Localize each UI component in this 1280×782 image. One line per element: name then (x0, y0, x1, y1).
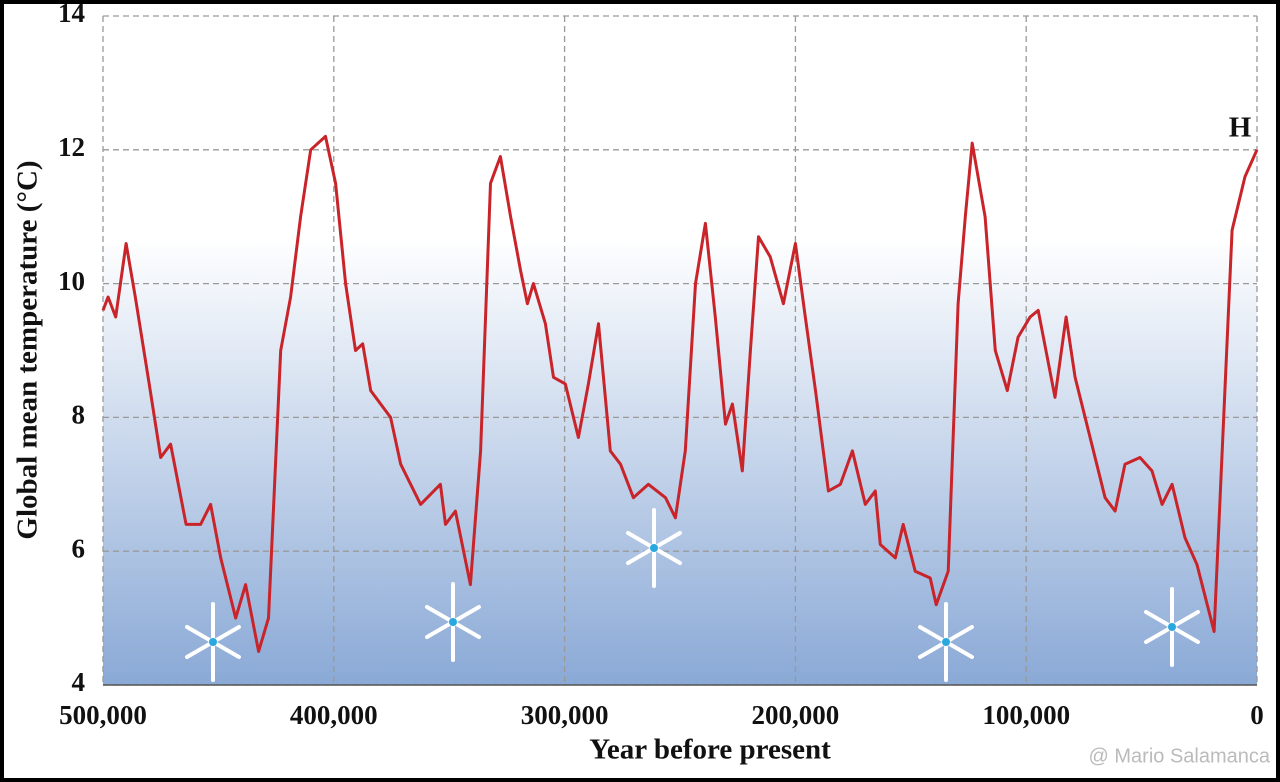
y-tick-label: 8 (72, 400, 86, 430)
x-tick-label: 400,000 (290, 700, 378, 730)
grid (102, 15, 1258, 686)
annotation: H (1229, 112, 1252, 144)
star-center (650, 544, 658, 552)
temperature-line (101, 134, 1259, 653)
star-center (1168, 623, 1176, 631)
y-tick-label: 6 (72, 533, 86, 563)
x-tick-label: 100,000 (982, 700, 1070, 730)
star-center (942, 638, 950, 646)
star-center (449, 618, 457, 626)
plot-area (103, 16, 1257, 685)
y-axis-title: Global mean temperature (°C) (12, 160, 44, 539)
x-tick-label: 500,000 (59, 700, 147, 730)
x-axis-title: Year before present (589, 734, 831, 766)
x-tick-label: 0 (1250, 700, 1264, 730)
watermark: @ Mario Salamanca (1089, 745, 1271, 767)
x-tick-label: 200,000 (752, 700, 840, 730)
y-tick-label: 12 (58, 132, 85, 162)
x-tick-label: 300,000 (521, 700, 609, 730)
stars (185, 508, 1200, 682)
y-tick-label: 10 (58, 266, 85, 296)
y-tick-label: 4 (72, 667, 86, 697)
star-center (209, 638, 217, 646)
marks (101, 134, 1259, 653)
y-tick-label: 14 (58, 0, 85, 28)
